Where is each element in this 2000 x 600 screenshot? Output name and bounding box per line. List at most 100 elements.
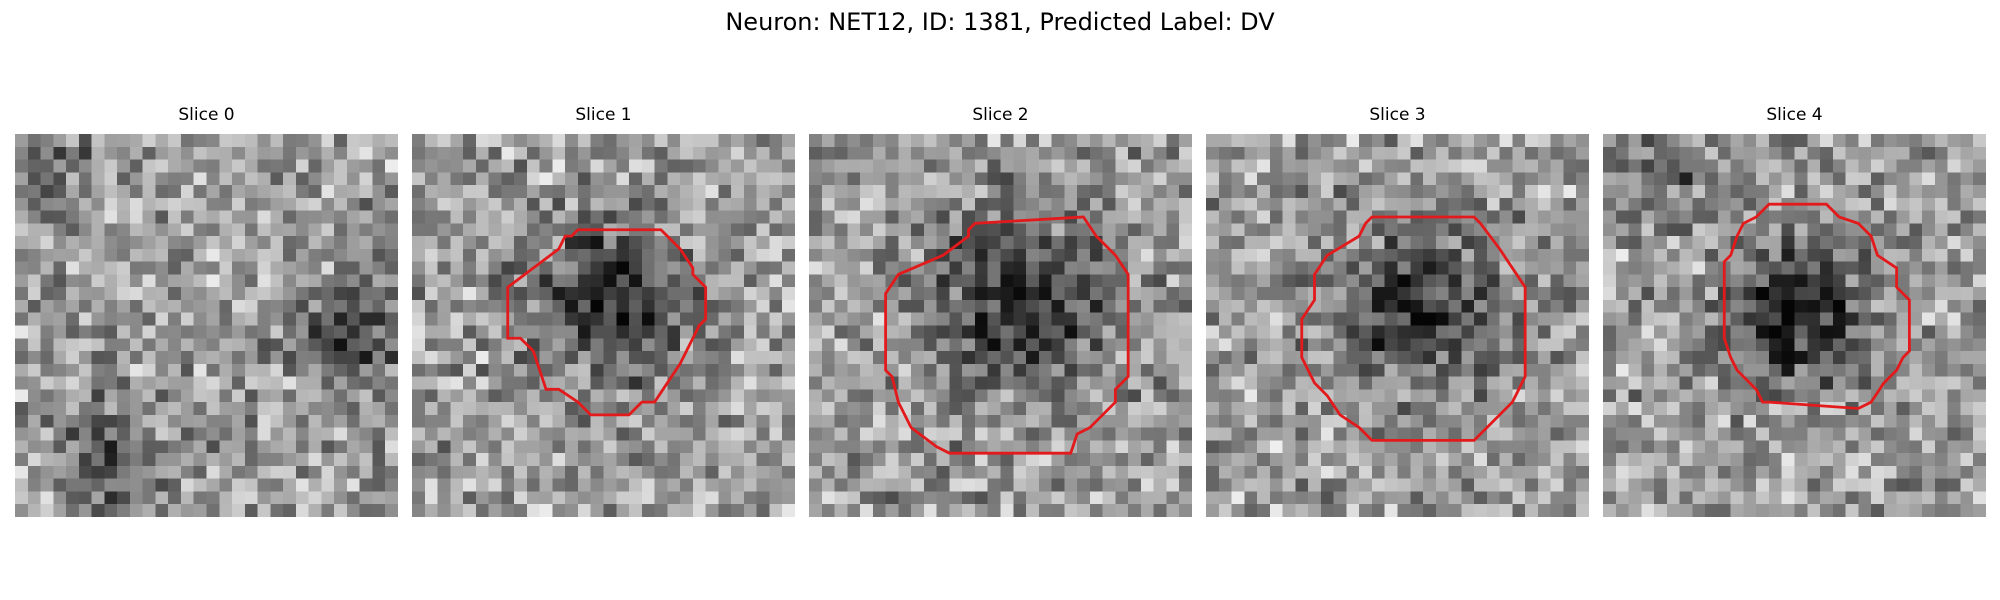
pixel (1807, 236, 1821, 250)
pixel (346, 440, 360, 454)
pixel (244, 299, 258, 313)
pixel (463, 159, 477, 173)
pixel (821, 185, 835, 199)
pixel (1371, 351, 1385, 365)
pixel (1384, 287, 1398, 301)
pixel (1153, 223, 1167, 237)
pixel (1934, 287, 1948, 301)
pixel (911, 351, 925, 365)
pixel (501, 414, 515, 428)
pixel (1871, 363, 1885, 377)
pixel (1257, 172, 1271, 186)
pixel (334, 287, 348, 301)
pixel (155, 223, 169, 237)
pixel (104, 312, 118, 326)
pixel (1282, 351, 1296, 365)
pixel (1628, 351, 1642, 365)
pixel (1474, 363, 1488, 377)
pixel (475, 504, 489, 517)
pixel (1153, 185, 1167, 199)
pixel (629, 236, 643, 250)
pixel (860, 491, 874, 505)
pixel (142, 248, 156, 262)
pixel (1397, 363, 1411, 377)
pixel (1858, 312, 1872, 326)
pixel (692, 491, 706, 505)
pixel (654, 504, 668, 517)
pixel (155, 325, 169, 339)
pixel (1486, 427, 1500, 441)
pixel (1705, 159, 1719, 173)
pixel (1486, 325, 1500, 339)
pixel (641, 185, 655, 199)
pixel (1934, 146, 1948, 160)
pixel (743, 389, 757, 403)
pixel (155, 402, 169, 416)
pixel (1397, 312, 1411, 326)
pixel (1563, 274, 1577, 288)
pixel (809, 185, 823, 199)
pixel (1166, 414, 1180, 428)
pixel (718, 376, 732, 390)
pixel (809, 351, 823, 365)
pixel (15, 223, 29, 237)
pixel (206, 172, 220, 186)
pixel (1166, 440, 1180, 454)
pixel (1435, 185, 1449, 199)
pixel (1153, 287, 1167, 301)
pixel (769, 478, 783, 492)
pixel (15, 197, 29, 211)
pixel (667, 248, 681, 262)
pixel (1257, 248, 1271, 262)
pixel (27, 338, 41, 352)
pixel (412, 299, 426, 313)
pixel (283, 402, 297, 416)
pixel (590, 363, 604, 377)
pixel (1282, 197, 1296, 211)
pixel (91, 274, 105, 288)
pixel (962, 248, 976, 262)
pixel (949, 299, 963, 313)
pixel (1666, 261, 1680, 275)
pixel (885, 261, 899, 275)
pixel (53, 338, 67, 352)
pixel (847, 223, 861, 237)
pixel (1666, 427, 1680, 441)
pixel (270, 376, 284, 390)
pixel (1973, 504, 1986, 517)
pixel (756, 261, 770, 275)
pixel (1308, 338, 1322, 352)
pixel (372, 134, 386, 148)
pixel (40, 312, 54, 326)
pixel (987, 274, 1001, 288)
pixel (539, 453, 553, 467)
pixel (809, 197, 823, 211)
pixel (1115, 223, 1129, 237)
pixel (1384, 312, 1398, 326)
pixel (1730, 376, 1744, 390)
pixel (1537, 159, 1551, 173)
pixel (1308, 210, 1322, 224)
pixel (1257, 491, 1271, 505)
pixel (53, 185, 67, 199)
pixel (437, 287, 451, 301)
pixel (974, 453, 988, 467)
pixel (66, 325, 80, 339)
pixel (206, 402, 220, 416)
pixel (1410, 414, 1424, 428)
pixel (616, 338, 630, 352)
pixel (1756, 172, 1770, 186)
pixel (66, 389, 80, 403)
pixel (232, 312, 246, 326)
pixel (219, 402, 233, 416)
pixel (847, 134, 861, 148)
pixel (1115, 478, 1129, 492)
pixel (1333, 248, 1347, 262)
pixel (680, 312, 694, 326)
pixel (1295, 274, 1309, 288)
pixel (1807, 274, 1821, 288)
pixel (1781, 351, 1795, 365)
pixel (962, 261, 976, 275)
pixel (936, 299, 950, 313)
pixel (66, 427, 80, 441)
